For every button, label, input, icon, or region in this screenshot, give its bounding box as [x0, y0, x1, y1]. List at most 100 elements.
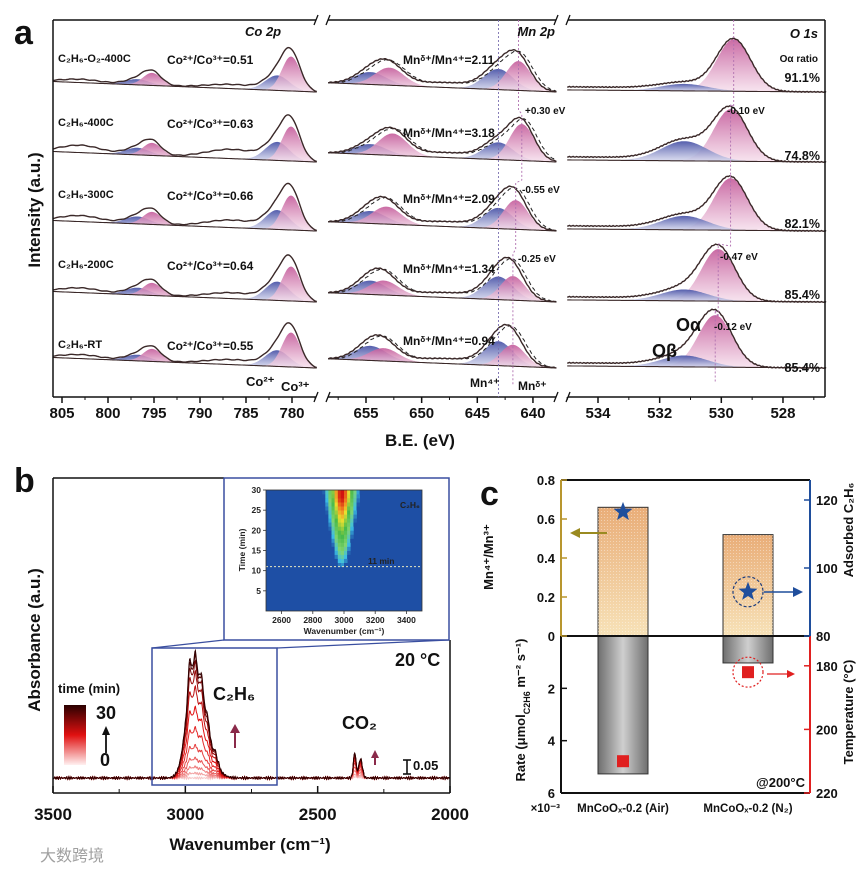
heatmap-cell	[337, 514, 342, 519]
heatmap-cell	[340, 502, 345, 507]
heatmap-cell	[337, 502, 342, 507]
heatmap-cell	[347, 514, 351, 519]
left-axis-arrow-head	[570, 528, 580, 538]
heatmap-cell	[325, 510, 329, 515]
heatmap-cell	[334, 522, 339, 527]
heatmap-cell	[334, 534, 339, 539]
heatmap-cell	[328, 526, 332, 531]
heatmap-cell	[337, 518, 342, 523]
onset-time-label: 11 min	[368, 556, 394, 566]
y-tick-label: 6	[548, 786, 555, 801]
co-ratio-label: Co²⁺/Co³⁺=0.51	[167, 53, 254, 67]
heatmap-cell	[344, 550, 348, 555]
heatmap-cell	[334, 550, 339, 555]
envelope-line	[52, 182, 318, 232]
heatmap-cell	[340, 554, 345, 559]
axis-break-mark	[565, 14, 571, 26]
x-tick-label: 650	[409, 405, 434, 422]
heatmap-cell	[325, 502, 329, 507]
spectrum-row	[567, 243, 827, 304]
heatmap-cell	[350, 494, 354, 499]
heatmap-cell	[347, 538, 351, 543]
o-alpha-ratio-value: 85.4%	[785, 361, 820, 375]
rate-label-part: C2H6	[522, 691, 532, 714]
axis-break-mark	[553, 14, 559, 26]
component-peak-pink	[328, 200, 558, 231]
heatmap-cell	[340, 546, 345, 551]
heatmap-cell	[334, 514, 339, 519]
x-tick-label: 534	[585, 405, 611, 422]
y-tick-label: 0	[548, 629, 555, 644]
component-peak-blue	[567, 215, 827, 231]
x-tick-label: 528	[770, 405, 795, 422]
mn-shift-label: +0.30 eV	[525, 106, 566, 117]
panel-c-bar-chart: 0 0.2 0.4 0.6 0.8 2 4 6 80 100 120 180 200 220 MnCoOₓ-…	[481, 473, 856, 815]
x-tick-label: 3500	[34, 805, 72, 824]
heatmap-cell	[344, 498, 348, 503]
heatmap-cell	[344, 558, 348, 563]
spectra-group	[52, 648, 451, 781]
legend-min-label: 0	[100, 750, 110, 770]
heatmap-cell	[334, 518, 339, 523]
x-tick-label: 800	[95, 405, 120, 422]
zoom-connector-line	[151, 639, 225, 649]
heatmap-cell	[350, 510, 354, 515]
axis-break-mark	[325, 14, 331, 26]
spectrum-row	[328, 48, 558, 93]
heatmap-cell	[322, 490, 326, 495]
reference-dashed-line	[328, 257, 557, 303]
spectrum-row	[52, 114, 318, 163]
co-ratio-label: Co²⁺/Co³⁺=0.64	[167, 259, 254, 273]
component-peak-pink	[328, 276, 558, 302]
heatmap-cell	[337, 558, 342, 563]
o-alpha-ratio-value: 91.1%	[785, 71, 820, 85]
heatmap-cell	[353, 514, 357, 519]
x-tick-label: 805	[49, 405, 74, 422]
heatmap-cell	[347, 542, 351, 547]
inset-y-axis-title: Time (min)	[237, 528, 247, 571]
heatmap-cell	[331, 530, 335, 535]
ratio-bar-texture	[598, 507, 648, 636]
o-shift-label: -0.47 eV	[720, 252, 758, 263]
legend-max-label: 30	[96, 703, 116, 723]
y-tick-label: 2	[548, 681, 555, 696]
o-alpha-ratio-value: 74.8%	[785, 149, 820, 163]
heatmap-cell	[347, 506, 351, 511]
heatmap-cell	[331, 534, 335, 539]
heatmap-cell	[334, 506, 339, 511]
heatmap-cell	[337, 494, 342, 499]
heatmap-cell	[340, 518, 345, 523]
heatmap-cell	[353, 518, 357, 523]
y-axis-title: Absorbance (a.u.)	[25, 568, 44, 712]
x-tick-label: 640	[520, 405, 545, 422]
inset-y-tick-label: 10	[252, 566, 262, 576]
heatmap-cell	[328, 514, 332, 519]
heatmap-cell	[322, 494, 326, 499]
heatmap-cell	[356, 490, 360, 495]
mn-delta-peak-label: Mnᵟ⁺	[518, 379, 547, 393]
mn-ratio-label: Mnᵟ⁺/Mn⁴⁺=2.09	[403, 192, 495, 206]
heatmap-cell	[344, 526, 348, 531]
heatmap-cell	[334, 490, 339, 495]
heatmap-cell	[334, 530, 339, 535]
envelope-line	[327, 116, 557, 163]
heatmap-cell	[328, 510, 332, 515]
heatmap-cell	[350, 502, 354, 507]
y-tick-label: 4	[548, 734, 556, 749]
heatmap-cell	[334, 510, 339, 515]
co-ratio-label: Co²⁺/Co³⁺=0.66	[167, 189, 254, 203]
component-peak-pink	[567, 315, 827, 368]
mn-ratio-label: Mnᵟ⁺/Mn⁴⁺=3.18	[403, 126, 495, 140]
heatmap-cell	[340, 558, 345, 563]
heatmap-cell	[353, 510, 357, 515]
sample-label: C₂H₆-400C	[58, 117, 114, 129]
heatmap-cell	[347, 534, 351, 539]
spectrum-curve	[52, 756, 451, 781]
heatmap-cell	[347, 546, 351, 551]
heatmap-cell	[344, 530, 348, 535]
inset-y-tick-label: 5	[256, 586, 261, 596]
mn-ratio-label: Mnᵟ⁺/Mn⁴⁺=0.94	[403, 334, 495, 348]
y-tick-label: 0.8	[537, 473, 555, 488]
spectrum-row	[52, 182, 318, 232]
heatmap-cell	[331, 518, 335, 523]
